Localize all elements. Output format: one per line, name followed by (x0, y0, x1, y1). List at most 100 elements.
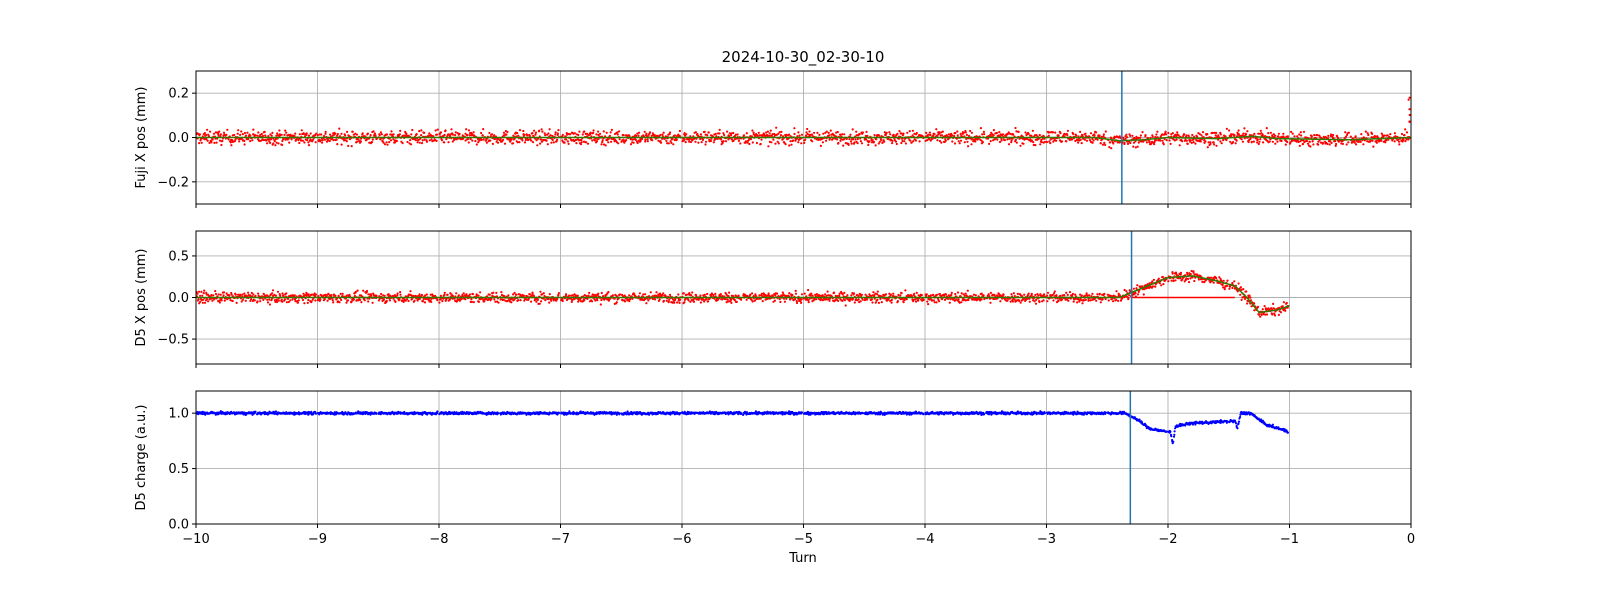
data-point (1246, 299, 1249, 302)
data-point (589, 131, 592, 134)
data-point (523, 133, 526, 136)
data-point (1402, 138, 1405, 141)
data-point (421, 139, 424, 142)
data-point (943, 298, 947, 301)
data-point (1078, 298, 1081, 301)
data-point (1230, 133, 1233, 136)
data-point (592, 129, 595, 132)
data-point (917, 299, 920, 302)
data-point (310, 293, 314, 296)
data-point (406, 298, 409, 301)
data-point (861, 298, 864, 301)
data-point (1291, 132, 1294, 135)
data-point (275, 141, 278, 144)
data-point (601, 139, 604, 142)
data-point (510, 301, 513, 304)
data-point (1175, 138, 1178, 141)
data-point (1328, 143, 1331, 146)
data-point (556, 132, 559, 135)
data-point (312, 138, 315, 141)
data-point (789, 140, 792, 143)
data-point (493, 134, 496, 137)
data-point (734, 133, 738, 136)
data-point (1309, 145, 1312, 148)
data-point (407, 134, 410, 137)
data-point (816, 131, 819, 134)
data-point (709, 139, 713, 143)
data-point (282, 294, 285, 297)
data-point (1128, 294, 1131, 297)
data-point (593, 139, 597, 142)
data-point (356, 140, 359, 143)
data-point (451, 133, 455, 136)
data-point (792, 139, 795, 142)
data-point (300, 139, 303, 142)
data-point (797, 131, 800, 134)
data-point (581, 133, 584, 136)
data-point (1040, 138, 1043, 142)
data-point (683, 132, 686, 135)
data-point (1298, 144, 1301, 147)
data-point (995, 131, 999, 135)
data-point (692, 300, 696, 303)
data-point (1092, 139, 1095, 142)
data-point (285, 292, 288, 295)
data-point (646, 140, 649, 143)
data-point (309, 132, 312, 135)
data-point (521, 139, 524, 142)
data-point (974, 140, 977, 143)
data-point (1006, 299, 1009, 302)
data-point (770, 141, 773, 144)
data-point (844, 304, 847, 307)
data-point (1162, 143, 1165, 146)
data-point (754, 293, 757, 296)
data-point (1273, 307, 1276, 310)
data-point (1274, 142, 1277, 145)
data-point (999, 300, 1002, 303)
data-point (281, 143, 284, 146)
data-point (199, 300, 202, 303)
data-point (1198, 133, 1201, 136)
data-point (750, 298, 753, 301)
data-point (646, 138, 649, 141)
data-point (1146, 283, 1149, 286)
data-point (600, 298, 603, 302)
data-point (1253, 309, 1256, 312)
data-point (996, 138, 999, 141)
series-line (196, 275, 1290, 314)
data-point (760, 138, 763, 141)
data-point (989, 301, 992, 304)
data-point (253, 299, 256, 302)
data-point (302, 132, 305, 135)
data-point (644, 293, 647, 296)
data-point (1319, 141, 1323, 144)
data-point (1012, 292, 1016, 295)
data-point (281, 139, 284, 143)
data-point (703, 130, 706, 133)
data-point (865, 130, 868, 133)
data-point (1305, 139, 1309, 143)
data-point (458, 132, 461, 135)
data-point (891, 139, 894, 142)
data-point (622, 138, 625, 141)
data-point (534, 298, 537, 301)
data-point (477, 300, 480, 303)
data-point (950, 134, 954, 137)
data-point (203, 289, 206, 292)
data-point (778, 298, 781, 301)
data-point (1209, 142, 1212, 145)
data-point (932, 299, 936, 302)
data-point (944, 139, 947, 142)
data-point (222, 131, 226, 134)
data-point (493, 137, 497, 141)
data-point (618, 293, 622, 296)
data-point (875, 138, 878, 141)
data-point (1096, 293, 1099, 296)
data-point (904, 142, 908, 145)
data-point (500, 291, 503, 294)
data-point (1400, 132, 1404, 136)
data-point (406, 140, 409, 144)
data-point (1161, 275, 1164, 278)
data-point (863, 299, 867, 302)
data-point (294, 300, 297, 303)
